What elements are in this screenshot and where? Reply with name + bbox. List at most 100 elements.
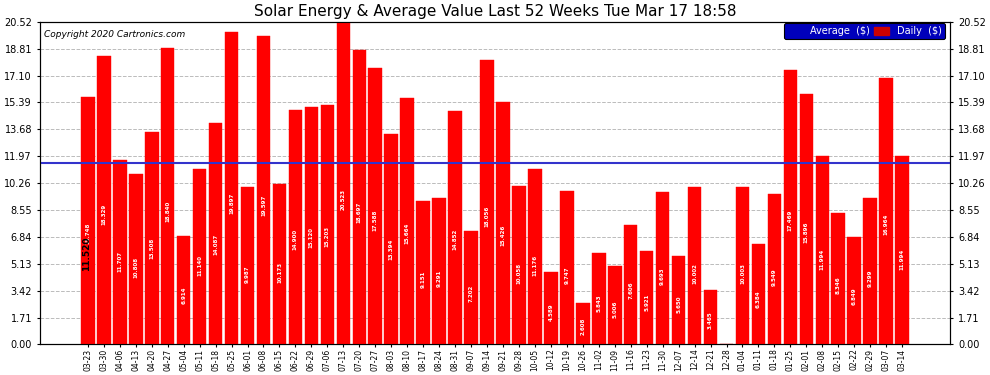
Bar	[368, 68, 382, 344]
Text: 14.087: 14.087	[213, 234, 218, 255]
Text: 15.748: 15.748	[85, 222, 90, 244]
Text: 17.588: 17.588	[373, 209, 378, 231]
Bar	[608, 266, 622, 344]
Text: 9.291: 9.291	[437, 270, 442, 287]
Text: 15.120: 15.120	[309, 227, 314, 248]
Text: 18.697: 18.697	[356, 201, 361, 223]
Text: 9.299: 9.299	[867, 270, 873, 287]
Bar	[736, 187, 749, 344]
Text: 9.987: 9.987	[245, 265, 250, 282]
Bar	[272, 184, 286, 344]
Bar	[816, 156, 829, 344]
Bar	[751, 244, 765, 344]
Text: 17.469: 17.469	[788, 210, 793, 231]
Text: 5.006: 5.006	[612, 300, 617, 318]
Text: 15.203: 15.203	[325, 226, 330, 248]
Bar	[624, 225, 638, 344]
Bar	[81, 97, 95, 344]
Text: 6.849: 6.849	[851, 287, 856, 305]
Text: 7.606: 7.606	[629, 282, 634, 299]
Bar	[688, 187, 701, 344]
Bar	[496, 102, 510, 344]
Bar	[241, 188, 254, 344]
Bar	[640, 251, 653, 344]
Text: 6.914: 6.914	[181, 287, 186, 304]
Bar	[704, 290, 718, 344]
Text: 11.176: 11.176	[533, 255, 538, 276]
Text: 10.002: 10.002	[692, 263, 697, 284]
Bar	[352, 50, 366, 344]
Bar	[895, 156, 909, 344]
Bar	[384, 134, 398, 344]
Bar	[113, 160, 127, 344]
Text: 5.921: 5.921	[644, 294, 649, 311]
Text: 7.202: 7.202	[468, 285, 473, 302]
Bar	[592, 252, 606, 344]
Bar	[209, 123, 223, 344]
Bar	[544, 272, 557, 344]
Bar	[528, 169, 542, 344]
Bar	[576, 303, 590, 344]
Bar	[464, 231, 478, 344]
Bar	[321, 105, 335, 344]
Bar	[305, 106, 318, 344]
Bar	[448, 111, 462, 344]
Text: 14.852: 14.852	[452, 229, 457, 250]
Bar	[847, 237, 861, 344]
Bar	[161, 48, 174, 344]
Bar	[767, 194, 781, 344]
Bar	[560, 191, 573, 344]
Bar	[417, 201, 430, 344]
Bar	[193, 169, 206, 344]
Text: 9.151: 9.151	[421, 271, 426, 288]
Text: 4.589: 4.589	[548, 303, 553, 321]
Bar	[177, 236, 190, 344]
Text: 10.808: 10.808	[134, 257, 139, 279]
Text: 18.840: 18.840	[165, 201, 170, 222]
Text: 13.508: 13.508	[149, 238, 154, 260]
Text: 2.608: 2.608	[580, 317, 585, 334]
Text: 9.693: 9.693	[660, 267, 665, 285]
Text: 18.056: 18.056	[484, 206, 489, 227]
Text: 11.994: 11.994	[820, 249, 825, 270]
Text: 11.994: 11.994	[900, 249, 905, 270]
Text: 15.426: 15.426	[501, 225, 506, 246]
Text: 6.384: 6.384	[756, 290, 761, 308]
Bar	[225, 32, 239, 344]
Bar	[672, 256, 685, 344]
Bar	[433, 198, 446, 344]
Bar	[512, 186, 526, 344]
Text: 3.465: 3.465	[708, 311, 713, 329]
Text: 16.964: 16.964	[884, 214, 889, 235]
Text: 9.747: 9.747	[564, 267, 569, 284]
Text: 9.549: 9.549	[772, 268, 777, 286]
Legend: Average  ($), Daily  ($): Average ($), Daily ($)	[784, 23, 944, 39]
Text: 11.140: 11.140	[197, 255, 202, 276]
Text: 5.650: 5.650	[676, 296, 681, 313]
Title: Solar Energy & Average Value Last 52 Weeks Tue Mar 17 18:58: Solar Energy & Average Value Last 52 Wee…	[253, 4, 737, 19]
Bar	[863, 198, 877, 344]
Bar	[129, 174, 143, 344]
Bar	[879, 78, 893, 344]
Text: Copyright 2020 Cartronics.com: Copyright 2020 Cartronics.com	[45, 30, 185, 39]
Bar	[145, 132, 158, 344]
Text: 15.664: 15.664	[405, 223, 410, 244]
Text: 11.520: 11.520	[82, 237, 91, 271]
Bar	[400, 98, 414, 344]
Bar	[289, 110, 302, 344]
Text: 10.173: 10.173	[277, 262, 282, 283]
Text: 11.707: 11.707	[117, 251, 123, 272]
Text: 8.346: 8.346	[836, 276, 841, 294]
Bar	[480, 60, 494, 344]
Text: 15.896: 15.896	[804, 221, 809, 243]
Text: 19.897: 19.897	[229, 193, 234, 214]
Bar	[784, 70, 797, 344]
Text: 18.329: 18.329	[101, 204, 106, 225]
Bar	[655, 192, 669, 344]
Text: 5.843: 5.843	[596, 294, 601, 312]
Text: 13.394: 13.394	[389, 239, 394, 260]
Text: 10.003: 10.003	[740, 263, 745, 284]
Text: 10.058: 10.058	[517, 262, 522, 284]
Bar	[256, 36, 270, 344]
Text: 20.523: 20.523	[341, 189, 346, 210]
